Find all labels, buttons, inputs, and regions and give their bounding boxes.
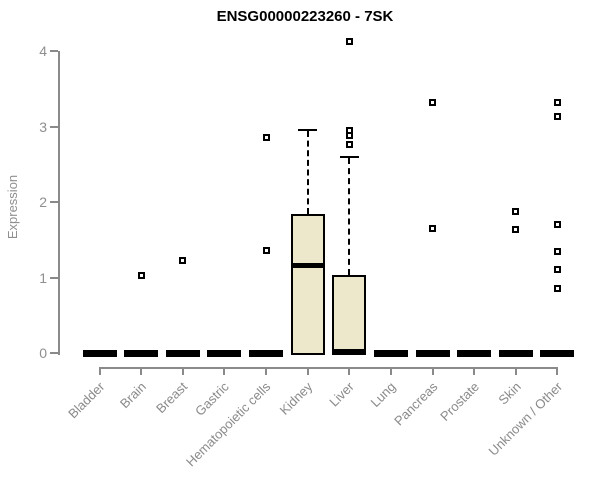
x-axis-tick — [181, 367, 184, 375]
x-tick-label: Liver — [326, 379, 357, 410]
collapsed-box-skin — [498, 350, 533, 357]
collapsed-box-pancreas — [415, 350, 450, 357]
y-tick-label: 3 — [39, 118, 47, 135]
x-axis-tick — [223, 367, 226, 375]
x-axis-tick — [265, 367, 268, 375]
whisker-cap — [339, 155, 359, 158]
x-tick-label: Brain — [116, 379, 149, 412]
x-axis-tick — [98, 367, 101, 375]
outlier-point — [345, 38, 353, 46]
x-axis-tick — [431, 367, 434, 375]
y-axis-line — [58, 51, 60, 355]
collapsed-box-bladder — [82, 350, 117, 357]
x-tick-label: Skin — [494, 379, 524, 408]
x-axis-tick — [306, 367, 309, 375]
collapsed-box-lung — [373, 350, 408, 357]
y-axis-tick — [50, 201, 58, 203]
outlier-point — [137, 272, 145, 280]
outlier-point — [429, 224, 437, 232]
x-tick-label: Unknown / Other — [485, 379, 566, 459]
whisker-line — [348, 157, 351, 276]
collapsed-box-gastric — [207, 350, 242, 357]
y-tick-label: 0 — [39, 345, 47, 361]
x-axis-tick — [140, 367, 143, 375]
outlier-point — [179, 256, 187, 264]
collapsed-box-breast — [165, 350, 200, 357]
y-tick-label: 4 — [39, 43, 47, 59]
box-liver — [332, 275, 367, 355]
y-tick-label: 2 — [39, 194, 47, 210]
whisker-line — [306, 131, 309, 215]
x-tick-label: Kidney — [276, 379, 316, 418]
y-axis-tick — [50, 352, 58, 354]
outlier-point — [429, 98, 437, 106]
y-axis-tick — [50, 276, 58, 279]
outlier-point — [512, 226, 520, 234]
outlier-point — [553, 221, 561, 229]
collapsed-box-hematopoietic-cells — [249, 350, 284, 357]
x-axis-tick — [389, 367, 392, 375]
y-axis-tick — [50, 50, 58, 52]
outlier-point — [262, 246, 270, 254]
median-line — [332, 349, 367, 354]
x-tick-label: Prostate — [436, 379, 482, 424]
x-tick-label: Bladder — [64, 379, 108, 422]
outlier-point — [345, 141, 353, 149]
whisker-cap — [298, 129, 318, 132]
box-kidney — [290, 214, 325, 355]
outlier-point — [262, 133, 270, 141]
outlier-point — [553, 98, 561, 106]
x-tick-label: Breast — [153, 379, 191, 417]
collapsed-box-unknown-other — [540, 350, 575, 357]
outlier-point — [553, 247, 561, 255]
x-axis-tick — [556, 367, 559, 375]
collapsed-box-prostate — [457, 350, 492, 357]
outlier-point — [553, 266, 561, 274]
x-tick-label: Pancreas — [390, 379, 441, 429]
x-axis-tick — [348, 367, 351, 375]
median-line — [290, 262, 325, 268]
x-axis-tick — [514, 367, 517, 375]
x-axis-tick — [473, 367, 476, 375]
outlier-point — [553, 113, 561, 121]
outlier-point — [345, 132, 353, 140]
outlier-point — [512, 208, 520, 216]
y-axis-tick — [50, 125, 58, 128]
chart-title: ENSG00000223260 - 7SK — [216, 8, 394, 25]
x-axis-line — [98, 367, 559, 369]
collapsed-box-brain — [124, 350, 159, 357]
x-tick-label: Lung — [367, 379, 399, 411]
y-tick-label: 1 — [39, 269, 47, 286]
outlier-point — [553, 285, 561, 293]
x-tick-label: Gastric — [192, 379, 232, 419]
